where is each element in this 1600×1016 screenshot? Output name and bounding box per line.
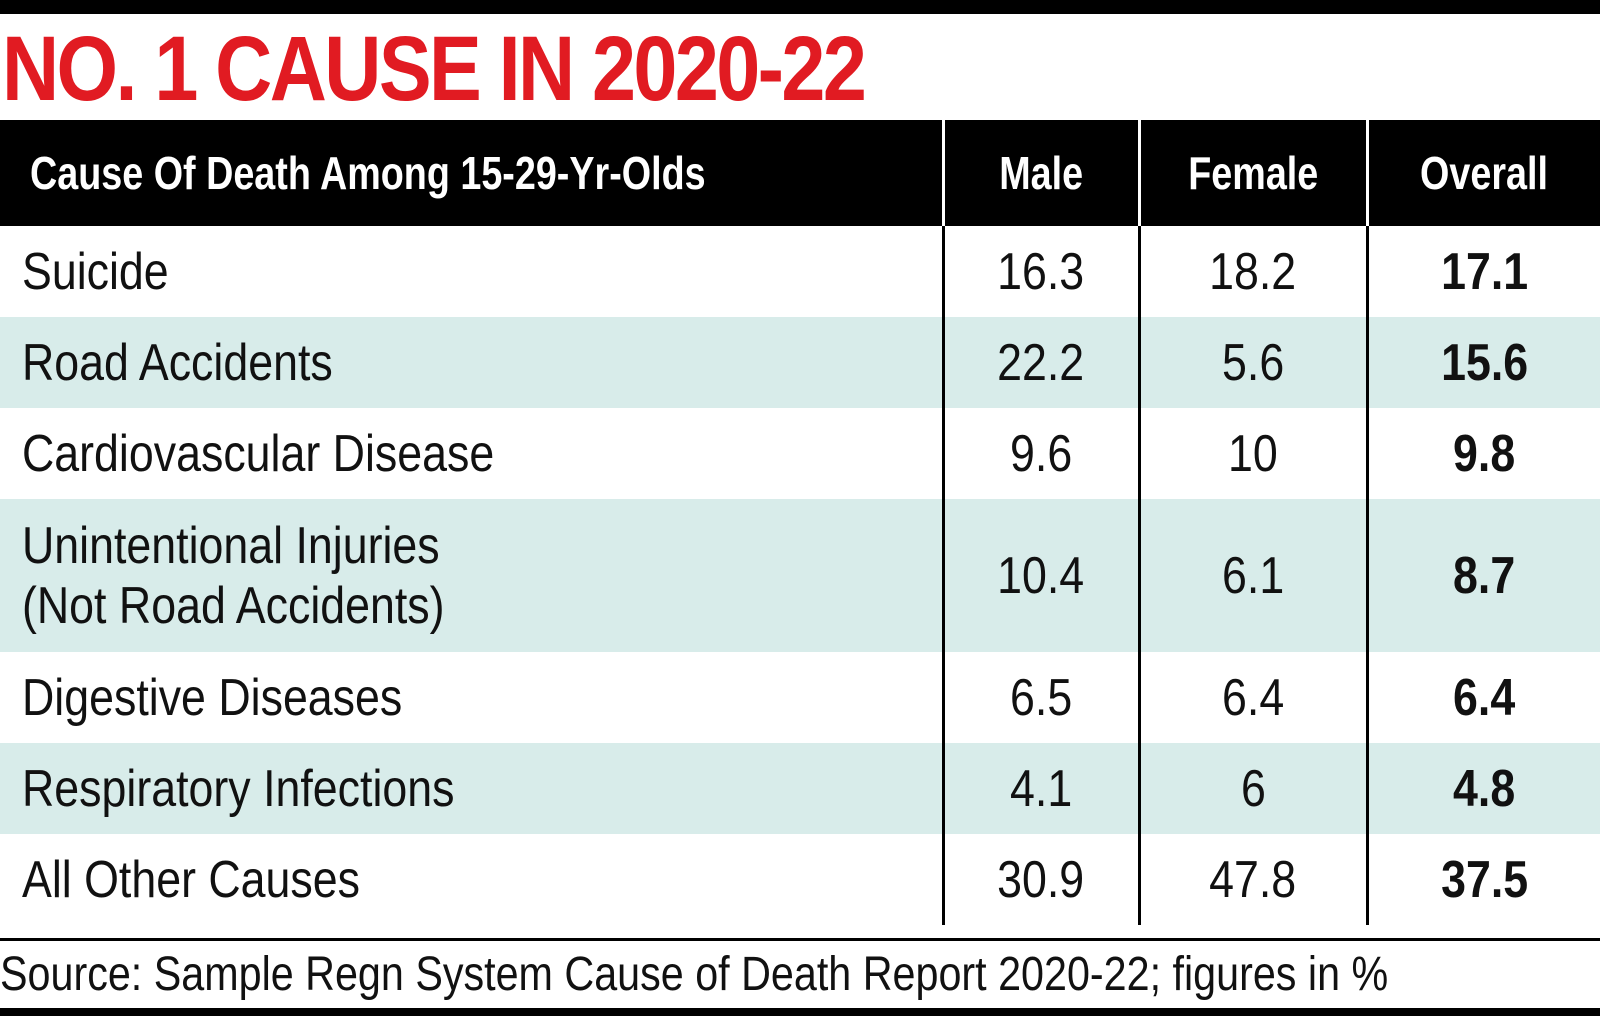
cell-female: 47.8 <box>1139 834 1369 925</box>
overall-value: 8.7 <box>1453 546 1516 605</box>
cell-female: 5.6 <box>1139 317 1369 408</box>
cell-female: 6 <box>1139 743 1369 834</box>
male-value: 6.5 <box>1009 668 1073 727</box>
cell-overall: 4.8 <box>1367 743 1600 834</box>
header-male: Male <box>943 120 1141 226</box>
cell-male: 4.1 <box>943 743 1141 834</box>
cell-overall: 8.7 <box>1367 499 1600 652</box>
table-row: All Other Causes 30.9 47.8 37.5 <box>0 834 1600 925</box>
overall-value: 4.8 <box>1453 759 1516 818</box>
cell-cause: Road Accidents <box>0 317 945 408</box>
table-row: Suicide 16.3 18.2 17.1 <box>0 226 1600 317</box>
cell-cause: Respiratory Infections <box>0 743 945 834</box>
cell-female: 6.4 <box>1139 652 1369 743</box>
cell-male: 10.4 <box>943 499 1141 652</box>
cell-overall: 15.6 <box>1367 317 1600 408</box>
table-row: Respiratory Infections 4.1 6 4.8 <box>0 743 1600 834</box>
cell-cause: Digestive Diseases <box>0 652 945 743</box>
male-value: 22.2 <box>997 333 1085 392</box>
chart-title: NO. 1 CAUSE IN 2020-22 <box>2 18 867 120</box>
footer-rule <box>0 1008 1600 1016</box>
female-value: 47.8 <box>1209 850 1297 909</box>
cell-overall: 9.8 <box>1367 408 1600 499</box>
overall-value: 17.1 <box>1440 242 1528 301</box>
cause-label: Digestive Diseases <box>22 668 403 727</box>
female-value: 6.4 <box>1221 668 1285 727</box>
overall-value: 9.8 <box>1453 424 1516 483</box>
cell-overall: 6.4 <box>1367 652 1600 743</box>
cell-overall: 37.5 <box>1367 834 1600 925</box>
header-female: Female <box>1139 120 1369 226</box>
male-value: 30.9 <box>997 850 1085 909</box>
cell-male: 6.5 <box>943 652 1141 743</box>
female-value: 6.1 <box>1221 546 1285 605</box>
female-value: 5.6 <box>1221 333 1285 392</box>
cell-female: 6.1 <box>1139 499 1369 652</box>
cell-male: 9.6 <box>943 408 1141 499</box>
table-bottom-rule <box>0 938 1600 941</box>
cause-label: Cardiovascular Disease <box>22 424 495 483</box>
cell-female: 10 <box>1139 408 1369 499</box>
table-row: Cardiovascular Disease 9.6 10 9.8 <box>0 408 1600 499</box>
cell-male: 30.9 <box>943 834 1141 925</box>
table-row: Road Accidents 22.2 5.6 15.6 <box>0 317 1600 408</box>
header-row: Cause Of Death Among 15-29-Yr-Olds Male … <box>0 120 1600 226</box>
female-value: 18.2 <box>1209 242 1297 301</box>
source-note: Source: Sample Regn System Cause of Deat… <box>0 948 1389 1001</box>
male-value: 10.4 <box>997 546 1085 605</box>
overall-value: 6.4 <box>1453 668 1516 727</box>
cell-male: 16.3 <box>943 226 1141 317</box>
overall-value: 37.5 <box>1440 850 1528 909</box>
cause-label: All Other Causes <box>22 850 361 909</box>
cause-label: Unintentional Injuries (Not Road Acciden… <box>22 516 445 635</box>
cause-label: Road Accidents <box>22 333 333 392</box>
male-value: 16.3 <box>997 242 1085 301</box>
table-row: Digestive Diseases 6.5 6.4 6.4 <box>0 652 1600 743</box>
header-cause: Cause Of Death Among 15-29-Yr-Olds <box>0 120 945 226</box>
male-value: 4.1 <box>1009 759 1073 818</box>
header-overall: Overall <box>1367 120 1600 226</box>
female-value: 6 <box>1240 759 1266 818</box>
data-table-container: Cause Of Death Among 15-29-Yr-Olds Male … <box>0 120 1600 925</box>
top-rule <box>0 0 1600 14</box>
cell-overall: 17.1 <box>1367 226 1600 317</box>
female-value: 10 <box>1228 424 1278 483</box>
overall-value: 15.6 <box>1440 333 1528 392</box>
cause-of-death-table: Cause Of Death Among 15-29-Yr-Olds Male … <box>0 120 1600 925</box>
cell-male: 22.2 <box>943 317 1141 408</box>
table-row: Unintentional Injuries (Not Road Acciden… <box>0 499 1600 652</box>
cell-female: 18.2 <box>1139 226 1369 317</box>
cell-cause: Cardiovascular Disease <box>0 408 945 499</box>
male-value: 9.6 <box>1009 424 1073 483</box>
cell-cause: Unintentional Injuries (Not Road Acciden… <box>0 499 945 652</box>
cause-label: Suicide <box>22 242 169 301</box>
cause-label: Respiratory Infections <box>22 759 455 818</box>
cell-cause: Suicide <box>0 226 945 317</box>
table-body: Suicide 16.3 18.2 17.1 Road Accidents 22.2 5.6… <box>0 226 1600 925</box>
cell-cause: All Other Causes <box>0 834 945 925</box>
